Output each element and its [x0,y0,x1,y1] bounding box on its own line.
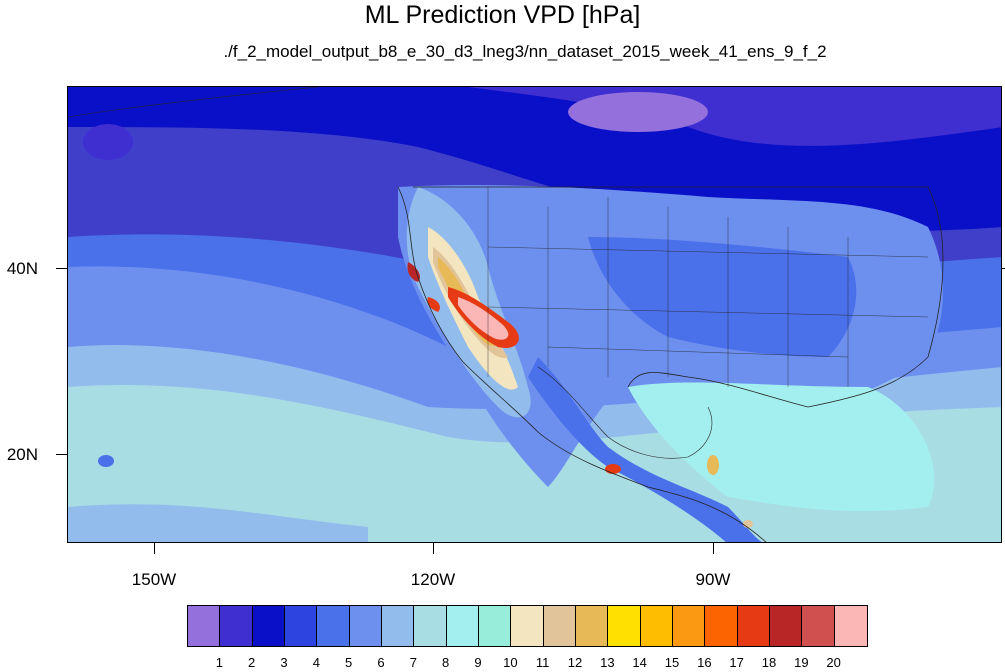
colorbar-label: 5 [345,655,353,670]
colorbar-swatch [705,606,738,646]
colorbar-swatch [802,606,835,646]
colorbar-swatch [543,606,576,646]
colorbar-label: 13 [600,655,615,670]
colorbar-label: 10 [503,655,518,670]
colorbar-swatch [220,606,253,646]
colorbar-swatch [834,606,867,646]
lat-label-20n: 20N [6,445,38,464]
lat-tick-40n [56,268,67,269]
lon-label-120w: 120W [410,570,456,589]
colorbar-swatch [188,606,221,646]
lon-tick-120w [433,543,434,554]
colorbar-swatch [478,606,512,646]
colorbar-swatch [672,606,706,646]
colorbar-swatch [575,606,609,646]
colorbar-swatch [317,606,350,646]
lon-label-150w: 150W [131,570,177,589]
vpd-field [68,87,1001,542]
lon-label-90w: 90W [695,570,731,589]
colorbar-label: 3 [280,655,288,670]
map-subtitle: ./f_2_model_output_b8_e_30_d3_lneg3/nn_d… [223,42,827,61]
colorbar-swatch [640,606,673,646]
lon-tick-90w [713,543,714,554]
colorbar-label: 6 [377,655,385,670]
colorbar-label: 9 [474,655,482,670]
colorbar-label: 1 [215,655,223,670]
colorbar-swatch [349,606,382,646]
colorbar-label: 4 [312,655,320,670]
map-title: ML Prediction VPD [hPa] [364,1,641,29]
colorbar-label: 8 [442,655,450,670]
colorbar-swatch [381,606,415,646]
colorbar-label: 11 [535,655,550,670]
colorbar-label: 7 [409,655,417,670]
colorbar-label: 2 [248,655,256,670]
colorbar-label: 15 [664,655,680,670]
colorbar-label: 16 [697,655,712,670]
colorbar-swatch [769,606,803,646]
colorbar-swatch [446,606,479,646]
colorbar-swatch [414,606,447,646]
colorbar-label: 17 [729,655,744,670]
colorbar-swatch [284,606,318,646]
colorbar-swatch [737,606,770,646]
colorbar-label: 14 [632,655,647,670]
colorbar [187,605,868,647]
lat-tick-20n [56,454,67,455]
colorbar-label: 20 [826,655,841,670]
colorbar-label: 18 [761,655,777,670]
colorbar-swatch [608,606,641,646]
lon-tick-150w [154,543,155,554]
lat-label-40n: 40N [6,259,38,278]
colorbar-swatch [511,606,544,646]
colorbar-label: 12 [567,655,583,670]
lat-tick-40n-right [1002,268,1005,269]
vpd-map [67,86,1002,543]
colorbar-swatch [252,606,285,646]
colorbar-label: 19 [794,655,809,670]
